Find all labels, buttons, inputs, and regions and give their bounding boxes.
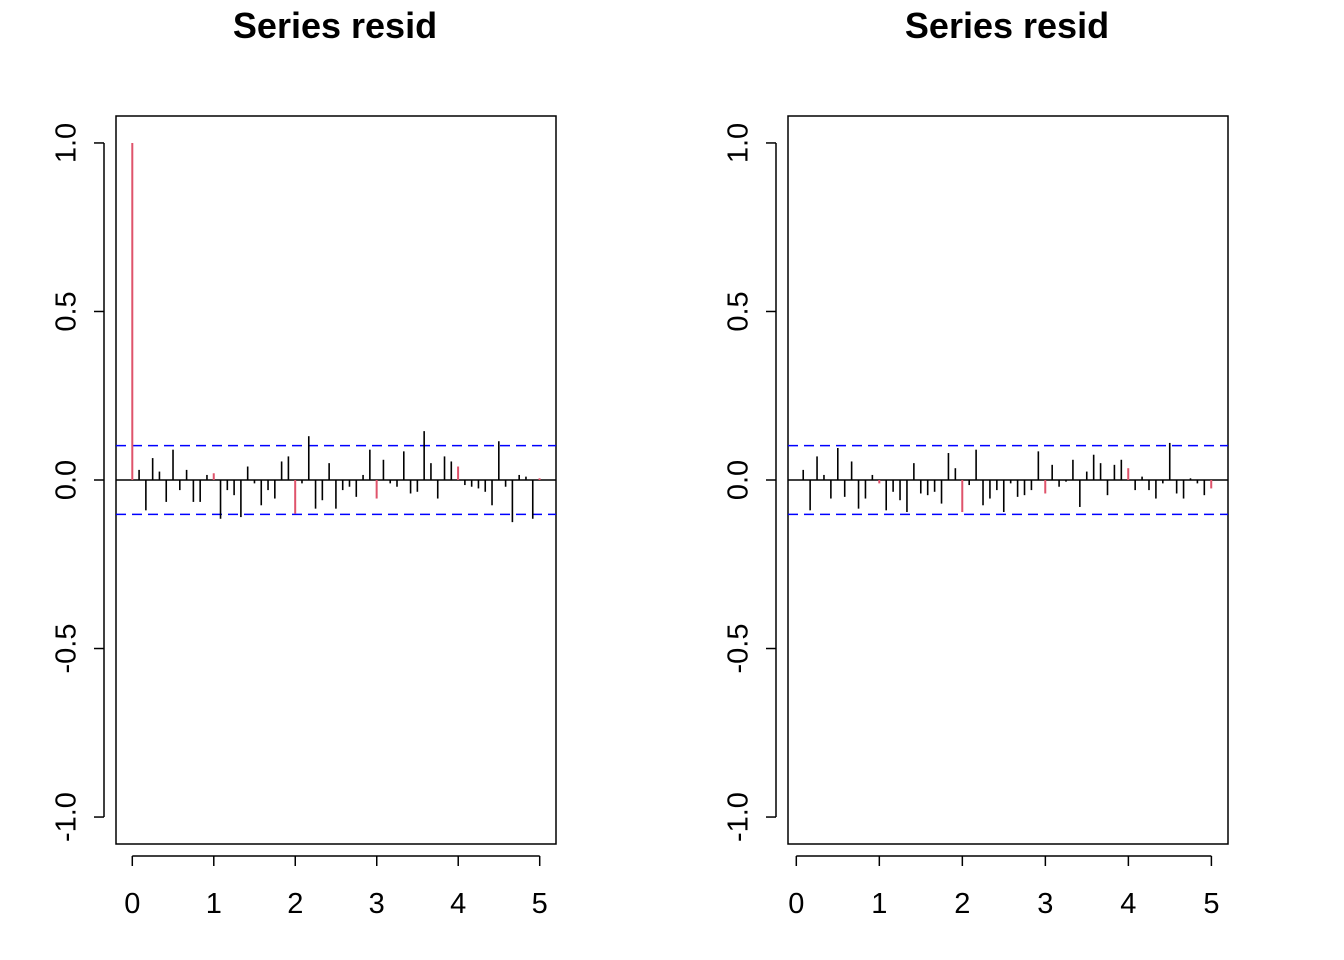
y-tick-label: 0.0: [723, 460, 755, 500]
chart-title: Series resid: [233, 5, 437, 46]
x-tick-label: 0: [788, 888, 804, 920]
x-tick-label: 5: [532, 888, 548, 920]
chart-title: Series resid: [905, 5, 1109, 46]
x-tick-label: 2: [954, 888, 970, 920]
x-tick-label: 3: [1037, 888, 1053, 920]
x-tick-label: 4: [450, 888, 466, 920]
y-tick-label: 0.5: [723, 291, 755, 331]
acf-panel-1: Series resid 0 1 2 3 4 5 -1.0 -0.5 0.0 0.5 1.0: [51, 5, 557, 920]
x-tick-label: 1: [871, 888, 887, 920]
x-tick-label: 1: [206, 888, 222, 920]
x-tick-label: 4: [1120, 888, 1136, 920]
x-tick-label: 2: [287, 888, 303, 920]
y-tick-label: -1.0: [723, 792, 755, 842]
x-tick-label: 5: [1203, 888, 1219, 920]
y-tick-label: -1.0: [51, 792, 83, 842]
x-tick-label: 3: [369, 888, 385, 920]
y-tick-label: -0.5: [51, 624, 83, 674]
y-tick-label: 0.0: [51, 460, 83, 500]
y-tick-label: -0.5: [723, 624, 755, 674]
y-tick-label: 0.5: [51, 291, 83, 331]
y-tick-label: 1.0: [723, 123, 755, 163]
x-tick-label: 0: [124, 888, 140, 920]
acf-panel-2: Series resid 0 1 2 3 4 5 -1.0 -0.5 0.0 0.5 1.0: [723, 5, 1229, 920]
y-tick-label: 1.0: [51, 123, 83, 163]
